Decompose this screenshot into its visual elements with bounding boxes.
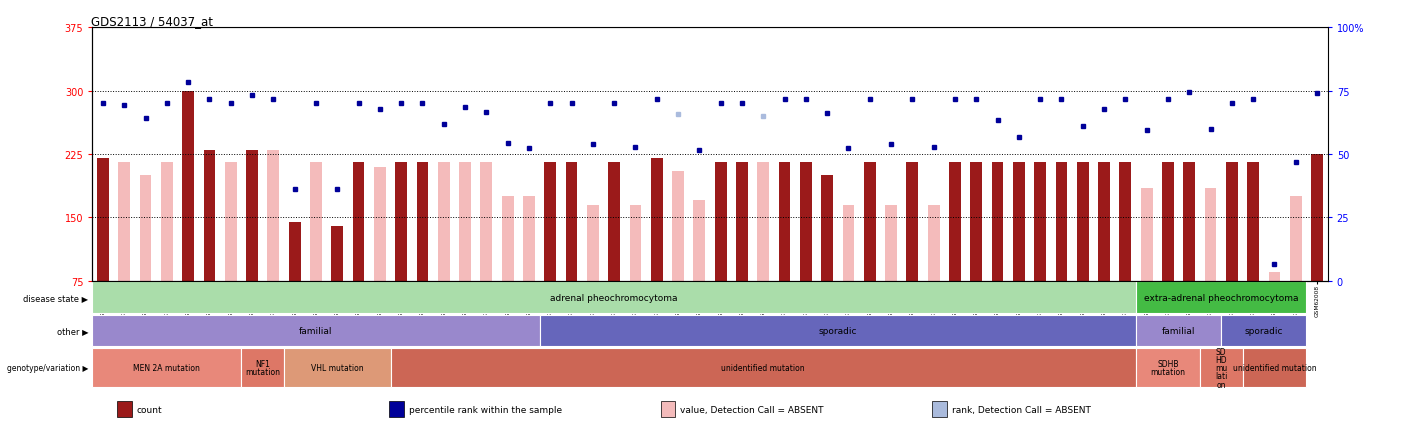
Text: adrenal pheochromocytoma: adrenal pheochromocytoma	[551, 293, 677, 302]
Bar	[1242, 348, 1306, 388]
Bar	[1204, 188, 1217, 281]
Bar	[1136, 315, 1221, 347]
Bar	[1200, 348, 1242, 388]
Bar	[1140, 188, 1153, 281]
Text: count: count	[136, 405, 162, 414]
Bar	[736, 163, 748, 281]
Bar	[906, 163, 919, 281]
Bar	[310, 163, 322, 281]
Bar	[544, 163, 557, 281]
Bar	[352, 163, 365, 281]
Bar	[1225, 163, 1238, 281]
Bar	[650, 159, 663, 281]
Bar	[480, 163, 493, 281]
Text: familial: familial	[300, 326, 332, 335]
Bar	[97, 159, 109, 281]
Bar	[246, 150, 258, 281]
Bar	[1247, 163, 1260, 281]
Bar	[927, 205, 940, 281]
Bar	[116, 401, 132, 417]
Text: disease state ▶: disease state ▶	[24, 293, 88, 302]
Bar	[714, 163, 727, 281]
Bar	[224, 163, 237, 281]
Bar	[565, 163, 578, 281]
Text: value, Detection Call = ABSENT: value, Detection Call = ABSENT	[680, 405, 824, 414]
Bar	[1034, 163, 1047, 281]
Text: sporadic: sporadic	[1244, 326, 1284, 335]
Text: SDHB
mutation: SDHB mutation	[1150, 359, 1186, 376]
Bar	[799, 163, 812, 281]
Bar	[459, 163, 471, 281]
Bar	[523, 197, 535, 281]
Text: extra-adrenal pheochromocytoma: extra-adrenal pheochromocytoma	[1145, 293, 1298, 302]
Text: unidentified mutation: unidentified mutation	[1233, 363, 1316, 372]
Bar	[331, 226, 344, 281]
Bar	[203, 150, 216, 281]
Bar	[139, 176, 152, 281]
Bar	[1221, 315, 1306, 347]
Bar	[182, 92, 195, 281]
Bar	[863, 163, 876, 281]
Bar	[821, 176, 834, 281]
Bar	[92, 315, 540, 347]
Bar	[118, 163, 131, 281]
Bar	[92, 348, 241, 388]
Bar	[437, 163, 450, 281]
Text: other ▶: other ▶	[57, 326, 88, 335]
Bar	[267, 150, 280, 281]
Bar	[1136, 348, 1200, 388]
Bar	[949, 163, 961, 281]
Bar	[389, 401, 403, 417]
Bar	[1119, 163, 1132, 281]
Bar	[970, 163, 983, 281]
Bar	[373, 167, 386, 281]
Bar	[395, 163, 408, 281]
Bar	[1162, 163, 1174, 281]
Bar	[757, 163, 770, 281]
Text: SD
HD
mu
lati
on: SD HD mu lati on	[1216, 347, 1227, 389]
Bar	[991, 163, 1004, 281]
Text: unidentified mutation: unidentified mutation	[721, 363, 805, 372]
Bar	[540, 315, 1136, 347]
Bar	[1268, 273, 1281, 281]
Text: familial: familial	[1162, 326, 1196, 335]
Bar	[92, 282, 1136, 313]
Bar	[416, 163, 429, 281]
Bar	[1311, 155, 1323, 281]
Bar	[660, 401, 676, 417]
Bar	[842, 205, 855, 281]
Bar	[629, 205, 642, 281]
Bar	[778, 163, 791, 281]
Text: genotype/variation ▶: genotype/variation ▶	[7, 363, 88, 372]
Bar	[933, 401, 947, 417]
Text: NF1
mutation: NF1 mutation	[246, 359, 280, 376]
Text: VHL mutation: VHL mutation	[311, 363, 364, 372]
Bar	[284, 348, 390, 388]
Bar	[391, 348, 1136, 388]
Bar	[1183, 163, 1196, 281]
Bar	[1055, 163, 1068, 281]
Text: sporadic: sporadic	[818, 326, 858, 335]
Bar	[501, 197, 514, 281]
Bar	[608, 163, 621, 281]
Bar	[586, 205, 599, 281]
Bar	[288, 222, 301, 281]
Text: GDS2113 / 54037_at: GDS2113 / 54037_at	[91, 15, 213, 28]
Bar	[693, 201, 706, 281]
Bar	[1136, 282, 1306, 313]
Bar	[1076, 163, 1089, 281]
Bar	[1289, 197, 1302, 281]
Bar	[672, 171, 684, 281]
Text: rank, Detection Call = ABSENT: rank, Detection Call = ABSENT	[953, 405, 1091, 414]
Bar	[160, 163, 173, 281]
Bar	[1098, 163, 1110, 281]
Bar	[241, 348, 284, 388]
Bar	[885, 205, 897, 281]
Text: percentile rank within the sample: percentile rank within the sample	[409, 405, 562, 414]
Bar	[1012, 163, 1025, 281]
Text: MEN 2A mutation: MEN 2A mutation	[133, 363, 200, 372]
